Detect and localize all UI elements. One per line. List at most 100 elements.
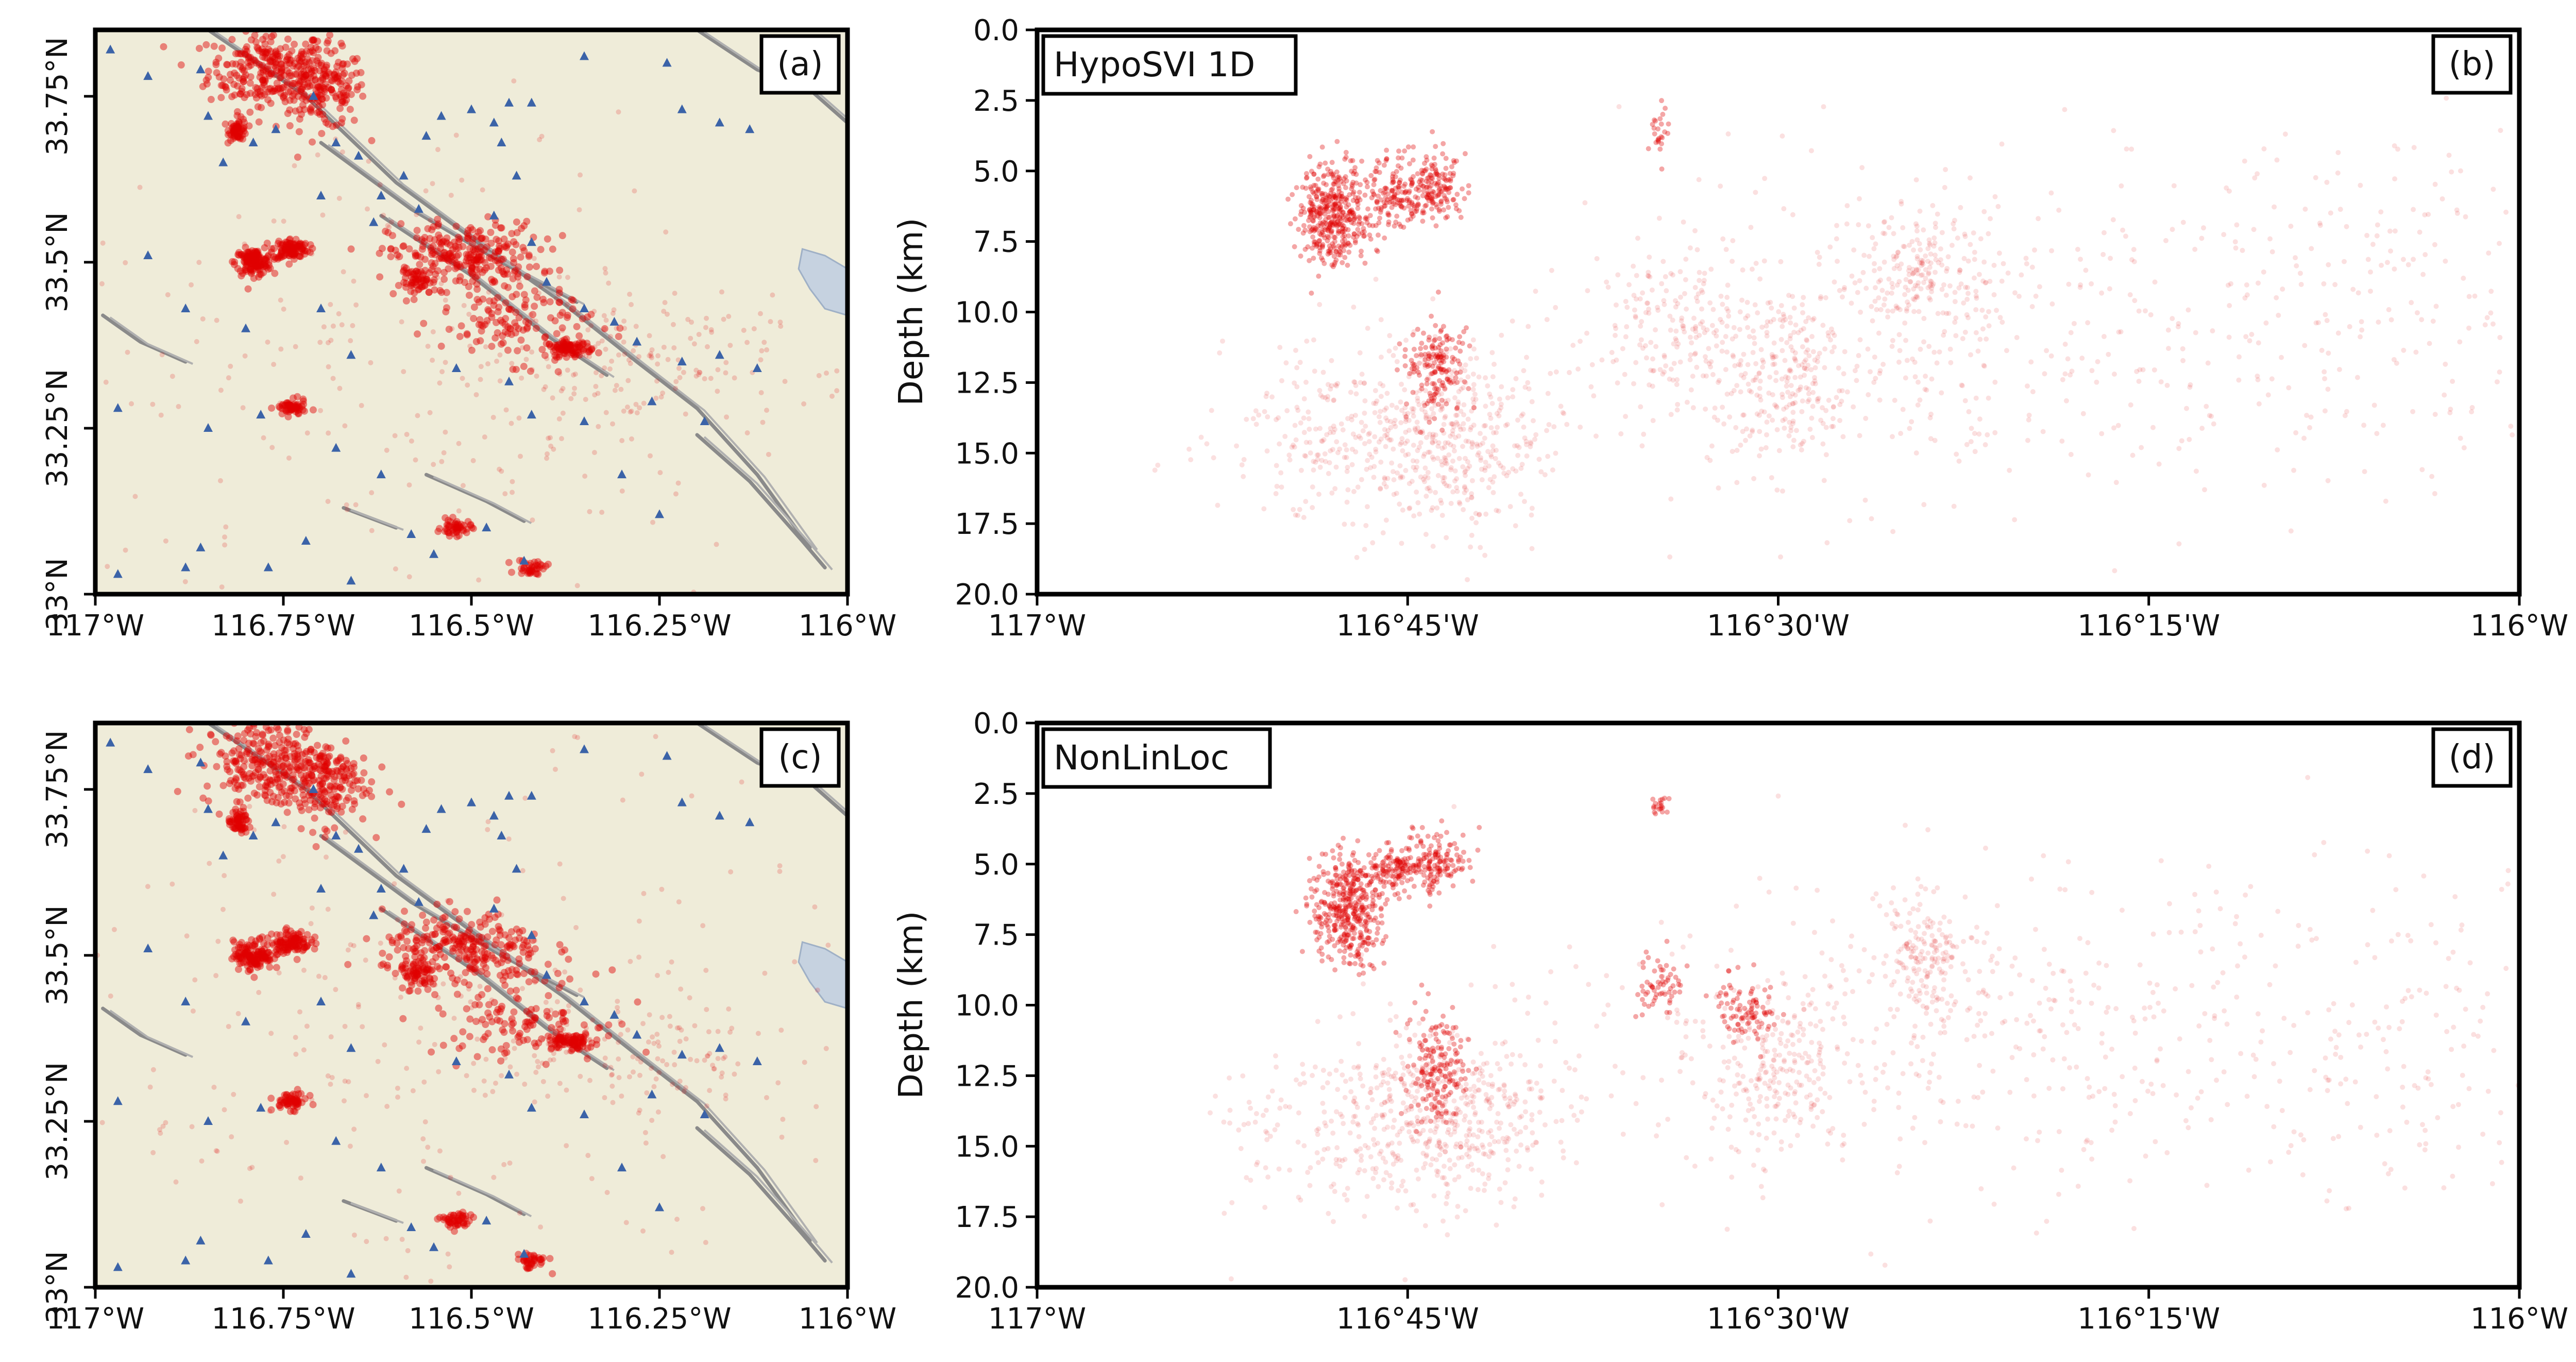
hypocenter-point (1631, 293, 1637, 298)
hypocenter-point (1353, 412, 1359, 418)
hypocenter-point (1440, 324, 1446, 329)
hypocenter-point (2132, 298, 2138, 304)
event-point (257, 261, 265, 269)
event-point (422, 275, 430, 283)
event-point (200, 316, 206, 322)
event-point (463, 529, 470, 536)
hypocenter-point (1546, 422, 1552, 427)
hypocenter-point (1955, 236, 1960, 241)
hypocenter-point (1827, 244, 1833, 250)
hypocenter-point (1389, 402, 1395, 408)
hypocenter-point (1657, 146, 1663, 152)
hypocenter-point (1292, 244, 1297, 249)
hypocenter-point (2569, 378, 2574, 383)
hypocenter-point (1857, 337, 1863, 343)
event-point (302, 72, 310, 79)
event-point (304, 65, 312, 73)
hypocenter-point (1510, 466, 1516, 472)
event-point (418, 275, 426, 283)
hypocenter-point (2469, 405, 2475, 410)
hypocenter-point (1398, 203, 1403, 208)
event-point (230, 80, 238, 88)
hypocenter-point (1454, 489, 1460, 494)
hypocenter-point (1470, 371, 1476, 377)
event-point (513, 218, 520, 226)
event-point (434, 215, 442, 223)
hypocenter-point (1429, 206, 1434, 212)
event-point (402, 270, 410, 277)
event-point (301, 240, 309, 247)
event-point (504, 346, 512, 354)
event-point (222, 534, 228, 540)
hypocenter-point (1444, 346, 1449, 352)
event-point (299, 397, 307, 405)
hypocenter-point (1328, 246, 1333, 251)
hypocenter-point (1430, 343, 1435, 348)
event-point (345, 84, 352, 92)
hypocenter-point (1411, 464, 1416, 470)
hypocenter-point (1414, 208, 1419, 214)
hypocenter-point (1448, 500, 1454, 506)
hypocenter-point (1801, 326, 1806, 331)
hypocenter-point (1612, 332, 1618, 338)
event-point (571, 391, 577, 397)
hypocenter-point (1677, 269, 1683, 275)
hypocenter-point (1332, 202, 1338, 208)
hypocenter-point (1305, 244, 1311, 250)
event-point (330, 376, 336, 381)
event-point (532, 570, 540, 578)
hypocenter-point (1800, 302, 1805, 308)
event-point (578, 345, 586, 353)
event-point (496, 245, 504, 253)
hypocenter-point (1877, 368, 1883, 374)
hypocenter-point (1430, 455, 1435, 460)
hypocenter-point (1420, 330, 1426, 336)
event-point (242, 266, 249, 274)
event-point (291, 242, 298, 249)
hypocenter-point (1420, 183, 1426, 189)
event-point (311, 76, 319, 84)
hypocenter-point (2136, 308, 2142, 314)
hypocenter-point (1438, 360, 1444, 366)
event-point (232, 128, 240, 136)
hypocenter-point (1458, 427, 1464, 432)
hypocenter-point (1389, 199, 1395, 205)
event-point (283, 81, 291, 89)
hypocenter-point (2085, 320, 2091, 326)
hypocenter-point (1981, 259, 1987, 265)
hypocenter-point (1612, 323, 1618, 328)
hypocenter-point (1770, 417, 1775, 423)
event-point (294, 409, 302, 417)
event-point (218, 388, 224, 393)
event-point (290, 251, 298, 259)
event-point (315, 108, 323, 115)
event-point (476, 256, 484, 264)
event-point (671, 345, 677, 350)
event-point (469, 251, 477, 259)
hypocenter-point (2454, 207, 2460, 213)
hypocenter-point (2432, 181, 2438, 187)
event-point (230, 69, 238, 77)
hypocenter-point (1316, 206, 1322, 211)
hypocenter-point (1741, 375, 1747, 380)
hypocenter-point (1801, 295, 1806, 300)
hypocenter-point (1311, 191, 1317, 196)
event-point (336, 80, 344, 88)
hypocenter-point (1302, 246, 1308, 252)
event-point (252, 262, 260, 270)
lake-shape (798, 248, 848, 316)
hypocenter-point (1719, 348, 1725, 354)
hypocenter-point (2063, 398, 2069, 403)
event-point (297, 58, 304, 66)
hypocenter-point (1294, 384, 1300, 390)
event-point (336, 91, 344, 98)
event-point (481, 321, 489, 328)
hypocenter-point (1336, 201, 1342, 207)
event-point (234, 124, 242, 132)
hypocenter-point (1436, 176, 1442, 181)
hypocenter-point (1972, 431, 1977, 436)
event-point (303, 83, 311, 91)
hypocenter-point (1465, 416, 1471, 422)
hypocenter-point (1381, 190, 1386, 196)
hypocenter-point (2288, 224, 2294, 229)
